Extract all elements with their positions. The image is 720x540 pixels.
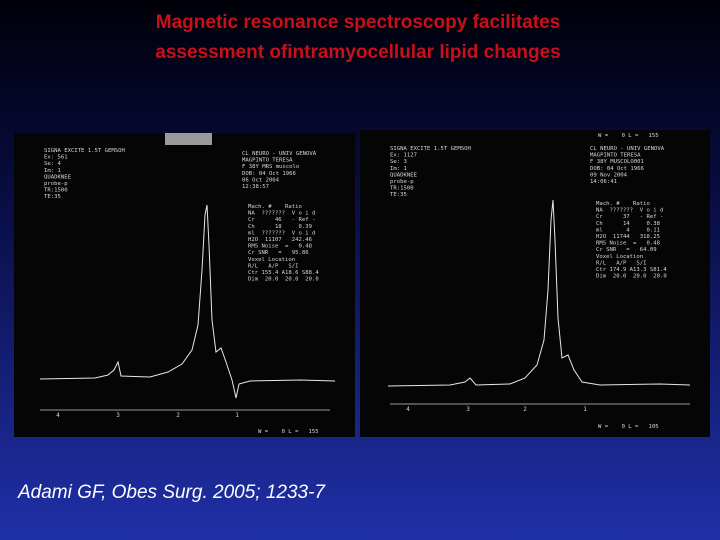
screen-text: NA ??????? V o i d (248, 211, 315, 217)
screen-text: SIGNA EXCITE 1.5T GEMSOH (44, 148, 125, 154)
screen-text: ml 4 0.11 (596, 227, 660, 233)
screen-text: Ex: 561 (44, 155, 68, 161)
axis-tick-label: 2 (176, 412, 180, 419)
screen-text: Se: 4 (44, 161, 61, 167)
screen-text: CL NEURO - UNIV GENOVA (590, 146, 665, 152)
screen-text: RMS Noise = 0.48 (596, 241, 661, 247)
screen-text: F 38Y MUSCOLO001 (590, 159, 644, 165)
screen-text: H2O 11107 242.46 (248, 237, 312, 243)
axis-tick-label: 4 (56, 412, 60, 419)
axis-tick-label: 4 (406, 406, 410, 413)
screen-text: probe-p (44, 181, 68, 187)
screen-text: F 38Y MRS muscolo (242, 164, 299, 170)
screen-text: TE:35 (390, 192, 407, 198)
screen-text: Cr SNR = 95.86 (248, 250, 309, 256)
screen-text: probe-p (390, 179, 414, 185)
screen-text: MAGPINTO TERESA (242, 158, 293, 164)
screen-text: MAGPINTO TERESA (590, 153, 641, 159)
screen-text: 09 Nov 2004 (590, 172, 628, 178)
screen-text: QUADKNEE (390, 172, 418, 178)
screen-text: CL NEURO - UNIV GENOVA (242, 151, 317, 157)
screen-text: RMS Noise = 0.48 (248, 244, 313, 250)
screen-text: Dim 20.0 20.0 20.0 (248, 277, 319, 283)
title-line: Magnetic resonance spectroscopy facilita… (156, 12, 560, 33)
screen-text: QUADKNEE (44, 174, 72, 180)
spectrum-trace (39, 204, 336, 399)
screen-text: SIGNA EXCITE 1.5T GEMSOH (390, 146, 471, 152)
citation: Adami GF, Obes Surg. 2005; 1233-7 (17, 482, 326, 503)
spectrum-trace (387, 199, 691, 387)
screen-text: TR:1500 (44, 188, 68, 194)
screen-text: Ex: 1127 (390, 153, 417, 159)
screen-text: Mach. # Ratio (248, 204, 302, 210)
screen-text: W = 0 L = 105 (598, 424, 659, 430)
axis-tick-label: 2 (523, 406, 527, 413)
screen-text: NA ??????? V o i d (596, 208, 663, 214)
screen-text: W = 0 L = 155 (258, 429, 319, 435)
screen-text: 06 Oct 2004 (242, 177, 280, 183)
screen-text: Im: 1 (390, 166, 407, 172)
axis-tick-label: 3 (466, 406, 470, 413)
screen-text: Ctr 174.9 A13.3 S81.4 (596, 267, 667, 273)
screen-text: Dim 20.0 20.0 20.0 (596, 274, 667, 280)
title-line: assessment ofintramyocellular lipid chan… (155, 42, 560, 63)
axis-tick-label: 1 (583, 406, 587, 413)
screen-text: Mach. # Ratio (596, 201, 650, 207)
screen-text: Ch 18 0.39 (248, 224, 312, 230)
screen-text: Cr 37 - Ref - (596, 214, 663, 220)
screen-text: Ch 14 0.38 (596, 221, 661, 227)
screen-text: DOB: 04 Oct 1966 (590, 166, 644, 172)
screen-text: Ctr 155.4 A18.6 S88.4 (248, 270, 319, 276)
spectrum-screen (14, 133, 355, 437)
screen-text: Cr SNR = 64.09 (596, 247, 657, 253)
axis-tick-label: 1 (235, 412, 239, 419)
screen-text: 12:38:57 (242, 184, 269, 190)
screen-text: TE:35 (44, 194, 61, 200)
screen-text: TR:1500 (390, 186, 414, 192)
axis-tick-label: 3 (116, 412, 120, 419)
screen-text: 14:06:41 (590, 179, 617, 185)
screen-text: Se: 3 (390, 159, 407, 165)
screen-text: H2O 11744 318.25 (596, 234, 660, 240)
screen-text: DOB: 04 Oct 1966 (242, 171, 296, 177)
screen-text: R/L A/P S/I (248, 263, 299, 269)
screen-text: R/L A/P S/I (596, 260, 647, 266)
screen-text: Im: 1 (44, 168, 61, 174)
screen-text: Voxel Location (248, 257, 295, 263)
screen-tab (165, 133, 212, 145)
screen-text: Cr 46 - Ref - (248, 217, 315, 223)
screen-text: W = 0 L = 155 (598, 133, 659, 139)
screen-text: Voxel Location (596, 254, 643, 260)
screen-text: ml ??????? V o i d (248, 230, 315, 236)
